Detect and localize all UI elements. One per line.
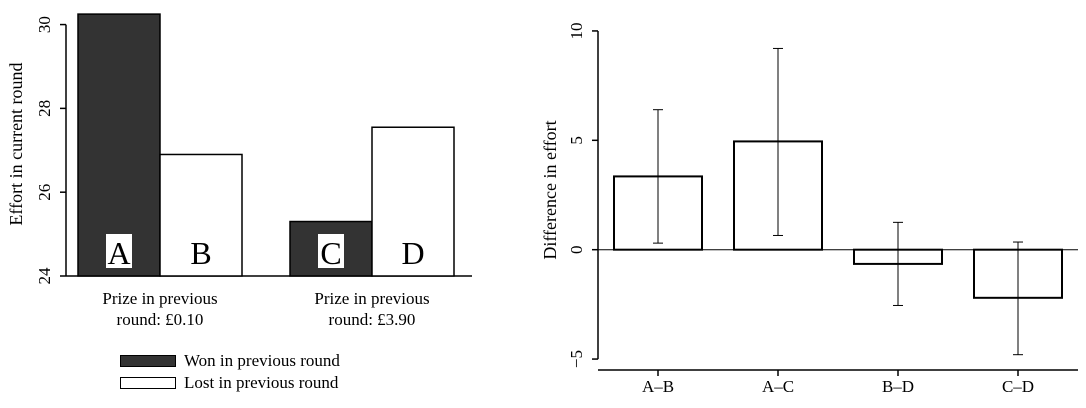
left-chart: 24 26 28 30 Effort in current round A B Prize i…	[6, 13, 472, 329]
y-tick-label: 28	[35, 100, 54, 117]
legend-label-lost: Lost in previous round	[184, 373, 339, 392]
y-axis-title: Effort in current round	[6, 62, 26, 225]
x-tick-label: A–B	[642, 377, 674, 396]
x-tick-label: A–C	[762, 377, 794, 396]
bar-label-bg	[318, 234, 344, 268]
bar-label: C	[320, 235, 341, 271]
legend-item-won: Won in previous round	[120, 350, 340, 372]
y-tick-label: 30	[35, 16, 54, 33]
x-group-label-line2: round: £0.10	[117, 310, 204, 329]
y-tick-label: 5	[567, 136, 586, 145]
legend-item-lost: Lost in previous round	[120, 372, 340, 394]
legend-swatch-lost	[120, 377, 176, 389]
right-chart: −5 0 5 10 Difference in effort A–B A–C B–D C–D	[540, 22, 1078, 396]
y-tick-label: −5	[567, 350, 586, 368]
y-axis-title: Difference in effort	[540, 120, 560, 259]
y-tick-label: 10	[567, 22, 586, 39]
legend: Won in previous round Lost in previous r…	[120, 350, 340, 394]
y-tick-label: 0	[567, 245, 586, 254]
y-tick-label: 26	[35, 184, 54, 201]
legend-label-won: Won in previous round	[184, 351, 340, 370]
bar	[371, 126, 455, 277]
bar-label: D	[401, 235, 424, 271]
x-group-label-line1: Prize in previous	[314, 289, 429, 308]
bar	[77, 13, 161, 277]
bar-label-bg	[106, 234, 132, 268]
bar-label: B	[190, 235, 211, 271]
bar-label: A	[107, 235, 130, 271]
x-tick-label: C–D	[1002, 377, 1034, 396]
x-group-label-line1: Prize in previous	[102, 289, 217, 308]
x-group-label-line2: round: £3.90	[329, 310, 416, 329]
x-tick-label: B–D	[882, 377, 914, 396]
bar	[159, 153, 243, 277]
legend-swatch-won	[120, 355, 176, 367]
y-tick-label: 24	[35, 267, 54, 285]
